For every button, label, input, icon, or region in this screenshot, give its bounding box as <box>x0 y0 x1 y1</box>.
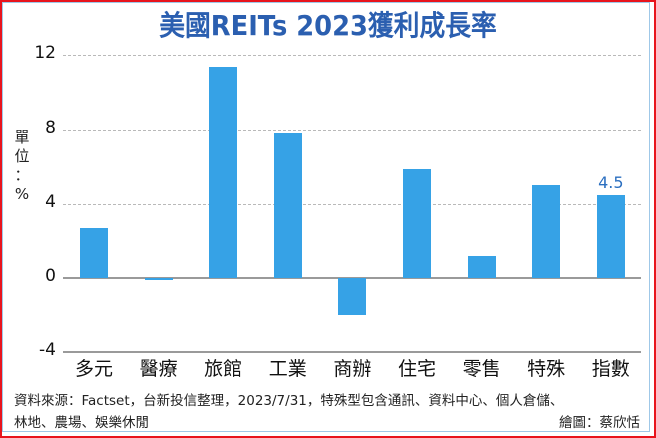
unit-char: ： <box>14 166 30 184</box>
x-tick-label: 旅館 <box>204 358 243 380</box>
x-tick-label: 醫療 <box>139 358 178 380</box>
y-tick-label: 8 <box>45 117 56 138</box>
bottom-axis-line <box>63 351 641 354</box>
unit-char: % <box>14 185 30 203</box>
bar <box>338 278 367 316</box>
y-tick-label: 0 <box>45 266 56 286</box>
bar <box>596 194 625 278</box>
source-note: 資料來源：Factset，台新投信整理，2023/7/31，特殊型包含通訊、資料… <box>14 393 564 409</box>
x-tick-label: 多元 <box>74 358 113 380</box>
y-tick-label: -4 <box>39 340 56 361</box>
x-tick-label: 指數 <box>591 358 630 380</box>
unit-char: 位 <box>14 147 30 165</box>
credit: 繪圖：蔡欣恬 <box>559 415 640 431</box>
bar <box>144 278 173 280</box>
bar <box>273 133 302 278</box>
unit-char: 單 <box>14 128 30 146</box>
y-axis-unit-label: 單 位 ： % <box>12 128 32 204</box>
gridline <box>63 203 641 205</box>
gridline <box>63 129 641 131</box>
y-tick-label: 12 <box>34 43 56 64</box>
chart-title: 美國REITs 2023獲利成長率 <box>159 9 497 42</box>
gridline <box>63 55 641 57</box>
y-tick-label: 4 <box>45 191 56 212</box>
x-tick-label: 商辦 <box>333 358 372 380</box>
bar <box>467 255 496 278</box>
bar <box>209 66 238 278</box>
x-tick-label: 工業 <box>268 358 307 380</box>
bar <box>403 168 431 278</box>
source-note-line2: 林地、農場、娛樂休閒 <box>14 415 149 431</box>
x-tick-label: 住宅 <box>397 358 436 380</box>
chart-inner-border <box>2 2 650 432</box>
x-tick-label: 特殊 <box>527 358 566 380</box>
bar <box>532 185 561 278</box>
data-label: 4.5 <box>598 172 624 192</box>
x-tick-label: 零售 <box>462 358 501 380</box>
bar <box>80 227 108 278</box>
